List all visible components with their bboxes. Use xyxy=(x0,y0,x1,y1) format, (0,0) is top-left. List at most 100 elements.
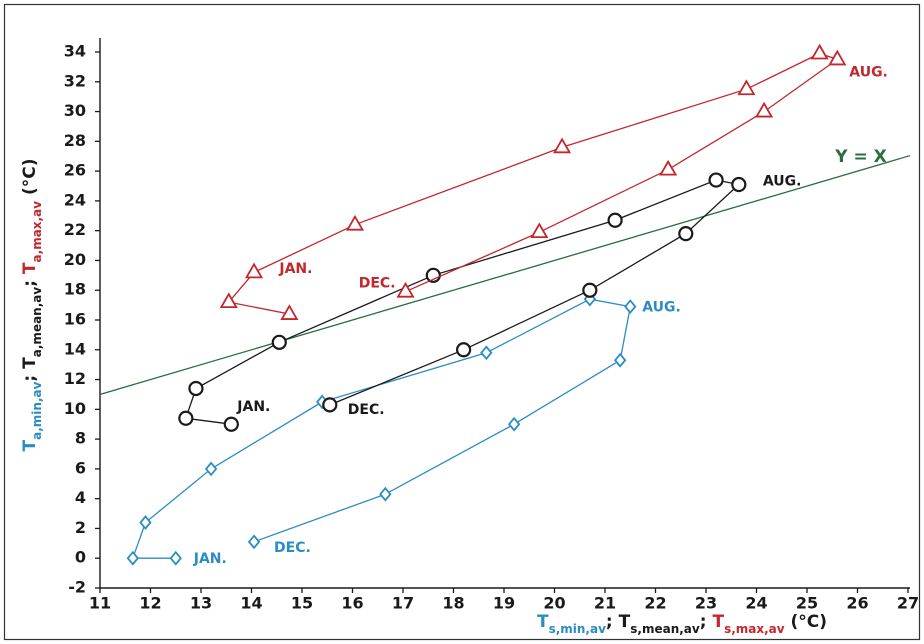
y-tick-label: 30 xyxy=(64,101,86,120)
point xyxy=(322,397,338,413)
y-tick-label: 6 xyxy=(75,458,86,477)
point xyxy=(178,410,194,426)
point-label: AUG. xyxy=(849,64,888,80)
point xyxy=(708,172,724,188)
point xyxy=(247,534,261,550)
y-tick-label: 4 xyxy=(75,488,86,507)
point xyxy=(613,352,627,368)
axis-label-symbol: T xyxy=(619,612,631,632)
x-tick-label: 20 xyxy=(543,594,565,613)
point xyxy=(244,262,264,279)
point xyxy=(188,380,204,397)
point xyxy=(624,299,637,315)
x-tick-label: 26 xyxy=(846,594,868,613)
axis-label-symbol: T xyxy=(20,357,40,369)
y-tick-label: 18 xyxy=(64,280,86,299)
x-tick-label: 14 xyxy=(240,594,262,613)
y-tick-label: 24 xyxy=(64,190,86,209)
point xyxy=(169,550,182,566)
point xyxy=(379,486,392,502)
x-tick-label: 23 xyxy=(695,594,717,613)
y-tick-label: 32 xyxy=(64,71,86,90)
y-tick-label: 8 xyxy=(75,429,86,448)
x-tick-label: 27 xyxy=(897,594,919,613)
x-tick-label: 18 xyxy=(442,594,464,613)
axis-label: Ts,min,av; Ts,mean,av; Ts,max,av (°C) xyxy=(537,612,827,636)
point xyxy=(582,282,598,298)
point xyxy=(607,212,623,228)
point xyxy=(223,416,239,432)
axis-label-subscript: a,max,av xyxy=(30,201,44,263)
reference-line xyxy=(100,154,910,396)
point-label: AUG. xyxy=(642,300,681,316)
y-tick-label: 28 xyxy=(64,131,86,150)
y-tick-label: 22 xyxy=(64,220,86,239)
point xyxy=(456,342,472,358)
point xyxy=(271,334,287,350)
point xyxy=(755,101,774,118)
axis-label: Ta,min,av; Ta,mean,av; Ta,max,av (°C) xyxy=(20,159,44,452)
y-tick-label: 20 xyxy=(64,250,86,269)
point xyxy=(219,292,238,309)
axis-label-separator: ; xyxy=(700,612,707,632)
point xyxy=(139,515,152,530)
x-tick-label: 24 xyxy=(745,594,767,613)
point xyxy=(659,159,678,176)
point xyxy=(731,176,747,193)
point xyxy=(480,345,493,361)
y-tick-label: 10 xyxy=(64,399,86,418)
x-tick-label: 16 xyxy=(341,594,363,613)
x-tick-label: 19 xyxy=(493,594,515,613)
axis-label-subscript: s,min,av xyxy=(549,622,607,636)
axis-label-separator: ; xyxy=(606,612,613,632)
point-label: JAN. xyxy=(278,261,312,277)
point xyxy=(678,226,694,242)
axis-label-unit: (°C) xyxy=(791,612,828,632)
point-label: JAN. xyxy=(193,551,227,567)
point-label: DEC. xyxy=(348,402,385,418)
point xyxy=(530,222,549,239)
y-tick-label: 2 xyxy=(75,518,86,537)
point-label: DEC. xyxy=(359,276,396,292)
series-line xyxy=(131,298,632,559)
y-tick-label: 0 xyxy=(75,548,86,567)
axis-label-separator: ; xyxy=(20,280,40,287)
point-label: AUG. xyxy=(763,174,802,190)
y-tick-label: 16 xyxy=(64,310,86,329)
point xyxy=(507,416,521,432)
axis-label-unit: (°C) xyxy=(20,159,40,196)
y-tick-label: 34 xyxy=(64,42,86,61)
x-tick-label: 22 xyxy=(644,594,666,613)
axis-label-subscript: a,min,av xyxy=(30,381,44,439)
point xyxy=(553,137,572,154)
y-tick-label: -2 xyxy=(68,578,86,597)
x-tick-label: 12 xyxy=(139,594,161,613)
frame xyxy=(3,3,921,641)
x-tick-label: 15 xyxy=(291,594,313,613)
point xyxy=(280,304,299,320)
y-tick-label: 26 xyxy=(64,161,86,180)
y-tick-label: 12 xyxy=(64,369,86,388)
x-tick-label: 21 xyxy=(594,594,616,613)
axis-label-symbol: T xyxy=(537,612,549,632)
axis-label-separator: ; xyxy=(20,375,40,382)
point xyxy=(204,461,218,477)
point xyxy=(345,214,365,231)
axis-label-subscript: a,mean,av xyxy=(30,287,44,358)
x-tick-label: 25 xyxy=(796,594,818,613)
axis-label-symbol: T xyxy=(712,612,724,632)
axis-label-subscript: s,mean,av xyxy=(630,622,700,636)
point xyxy=(126,550,139,566)
x-tick-label: 17 xyxy=(392,594,414,613)
axis-label-subscript: s,max,av xyxy=(724,622,785,636)
point xyxy=(810,43,829,60)
axis-label-symbol: T xyxy=(20,439,40,451)
x-tick-label: 13 xyxy=(190,594,212,613)
y-tick-label: 14 xyxy=(64,339,86,358)
point xyxy=(396,281,415,298)
x-tick-label: 11 xyxy=(89,594,111,613)
axis-label-symbol: T xyxy=(20,262,40,274)
point-label: JAN. xyxy=(236,399,270,415)
reference-line-label: Y = X xyxy=(834,147,887,167)
